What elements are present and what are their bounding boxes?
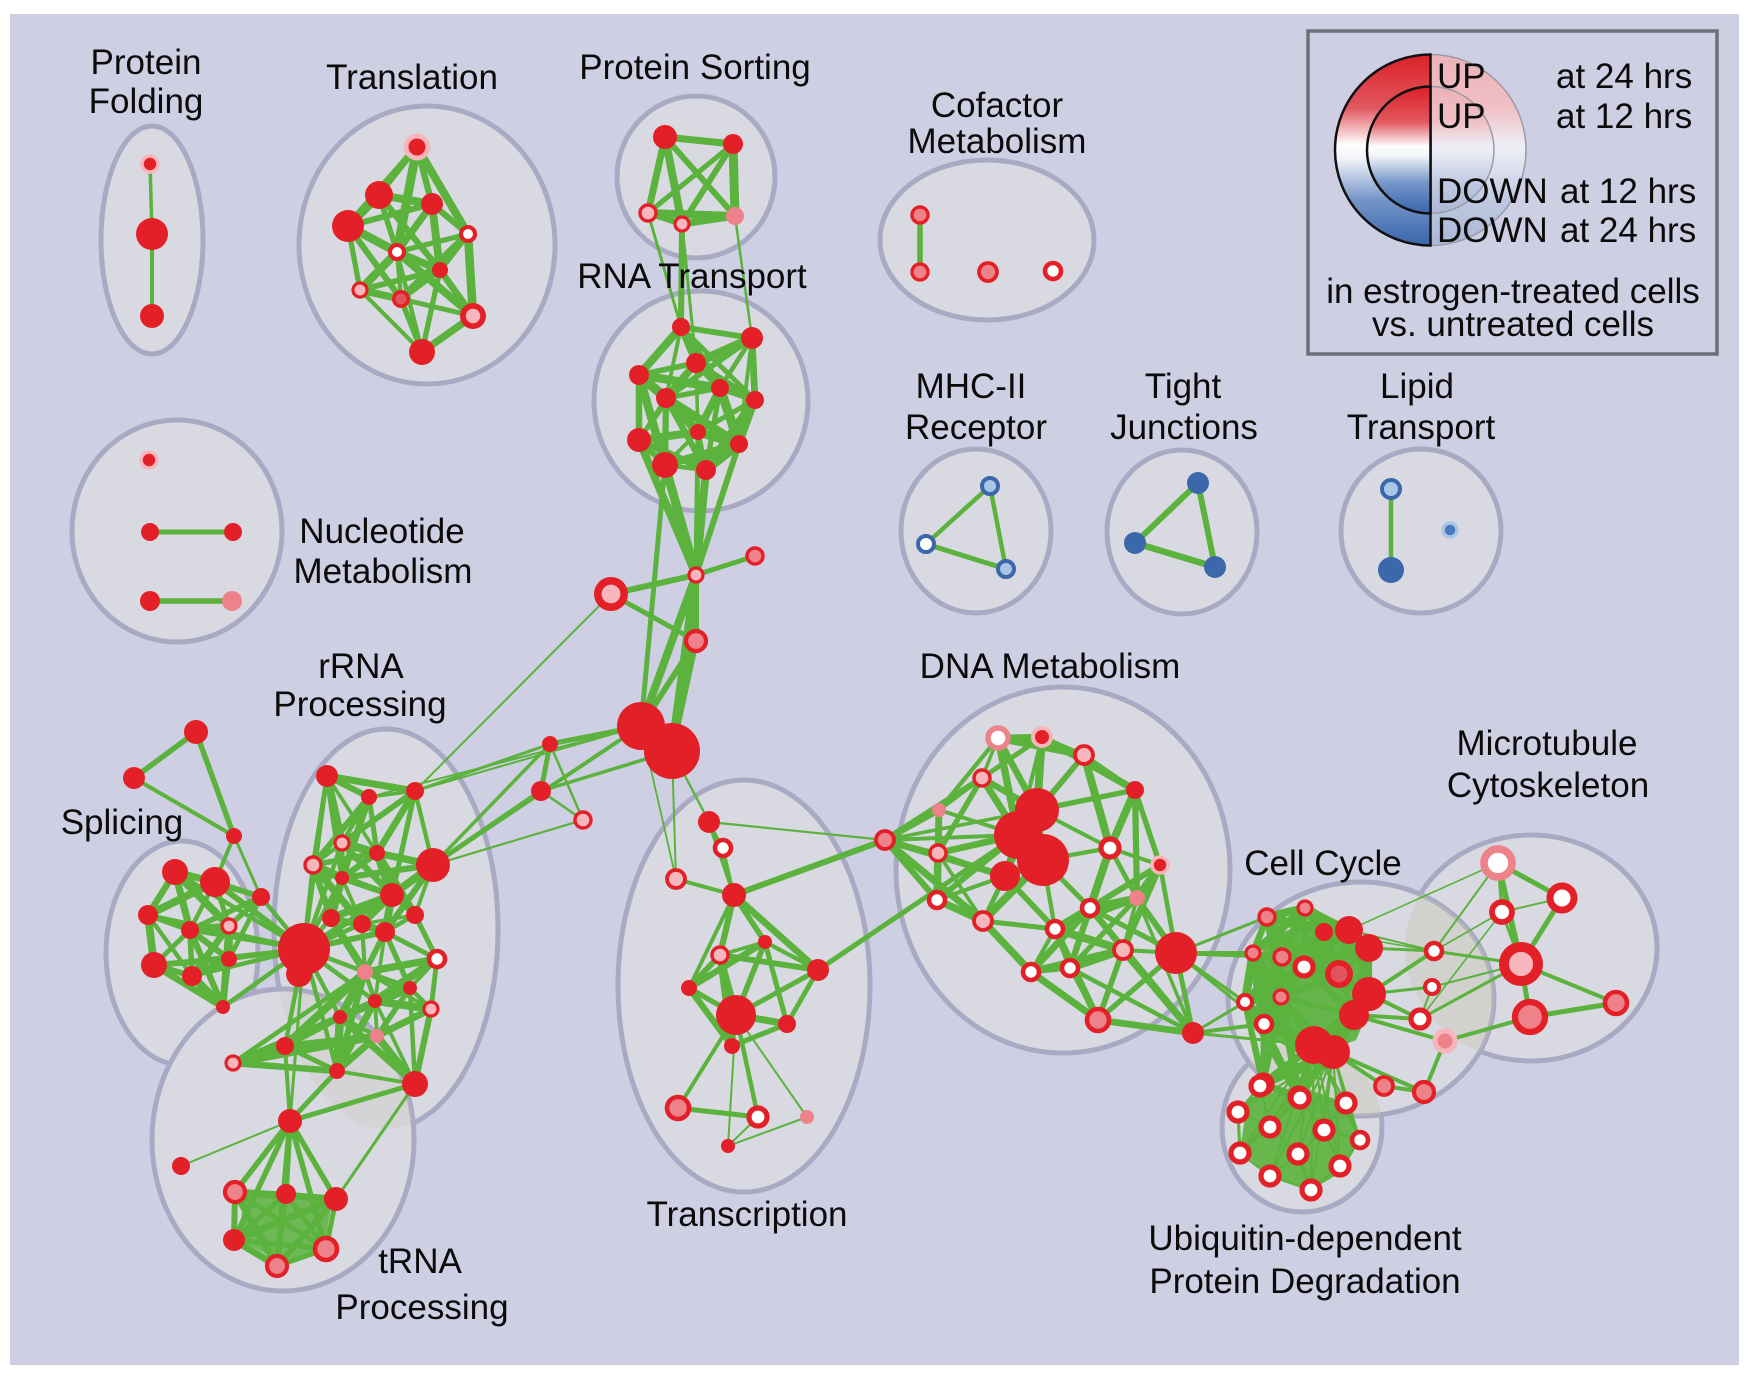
svg-text:Translation: Translation	[326, 58, 498, 97]
svg-text:RNA Transport: RNA Transport	[577, 257, 807, 296]
svg-text:Protein: Protein	[91, 43, 202, 82]
svg-text:rRNA: rRNA	[318, 647, 404, 686]
svg-text:at 12 hrs: at 12 hrs	[1556, 97, 1692, 136]
svg-text:Ubiquitin-dependent: Ubiquitin-dependent	[1148, 1219, 1462, 1258]
svg-text:Cell Cycle: Cell Cycle	[1244, 844, 1402, 883]
svg-text:DOWN: DOWN	[1437, 211, 1548, 250]
svg-text:MHC-II: MHC-II	[916, 367, 1027, 406]
svg-text:Protein Degradation: Protein Degradation	[1149, 1262, 1460, 1301]
svg-text:Nucleotide: Nucleotide	[299, 512, 464, 551]
svg-text:Cofactor: Cofactor	[931, 86, 1064, 125]
svg-text:Protein Sorting: Protein Sorting	[579, 48, 811, 87]
svg-text:vs. untreated cells: vs. untreated cells	[1372, 305, 1654, 344]
svg-text:Folding: Folding	[89, 82, 204, 121]
svg-text:in estrogen-treated cells: in estrogen-treated cells	[1326, 272, 1700, 311]
svg-text:Processing: Processing	[273, 685, 446, 724]
svg-text:Metabolism: Metabolism	[908, 122, 1087, 161]
svg-text:DNA Metabolism: DNA Metabolism	[920, 647, 1181, 686]
svg-text:UP: UP	[1437, 97, 1486, 136]
svg-text:Transcription: Transcription	[647, 1195, 848, 1234]
svg-text:Junctions: Junctions	[1110, 408, 1258, 447]
svg-text:Lipid: Lipid	[1380, 367, 1454, 406]
svg-text:Microtubule: Microtubule	[1457, 724, 1638, 763]
svg-text:DOWN: DOWN	[1437, 172, 1548, 211]
svg-text:Tight: Tight	[1145, 367, 1222, 406]
svg-text:at 24 hrs: at 24 hrs	[1556, 57, 1692, 96]
svg-text:Metabolism: Metabolism	[294, 552, 473, 591]
svg-text:Transport: Transport	[1347, 408, 1496, 447]
svg-text:Processing: Processing	[335, 1288, 508, 1327]
svg-text:at 24 hrs: at 24 hrs	[1560, 211, 1696, 250]
svg-text:Receptor: Receptor	[905, 408, 1047, 447]
svg-text:tRNA: tRNA	[378, 1242, 462, 1281]
svg-text:UP: UP	[1437, 57, 1486, 96]
svg-text:Cytoskeleton: Cytoskeleton	[1447, 766, 1649, 805]
svg-text:at 12 hrs: at 12 hrs	[1560, 172, 1696, 211]
svg-text:Splicing: Splicing	[61, 803, 184, 842]
